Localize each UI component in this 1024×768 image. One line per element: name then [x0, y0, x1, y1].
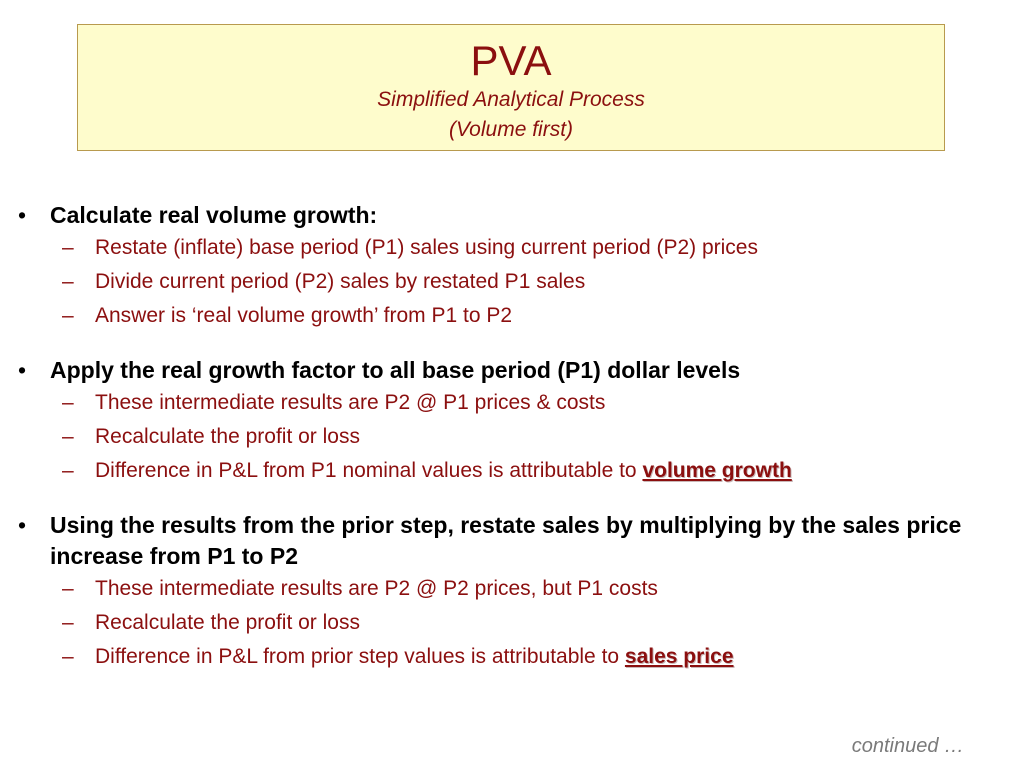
- sub-item-text-lead: Difference in P&L from prior step values…: [95, 645, 625, 668]
- sub-item-text: These intermediate results are P2 @ P2 p…: [95, 577, 658, 600]
- sub-item: – Difference in P&L from prior step valu…: [62, 640, 1024, 674]
- bullet-dot-icon: •: [18, 357, 27, 383]
- bullet-dot-icon: •: [18, 202, 27, 228]
- sub-item-text: Recalculate the profit or loss: [95, 425, 360, 448]
- sub-item: – Recalculate the profit or loss: [62, 420, 1024, 454]
- dash-icon: –: [62, 459, 74, 482]
- sub-item-text: Divide current period (P2) sales by rest…: [95, 270, 586, 293]
- sub-item-text-lead: Difference in P&L from P1 nominal values…: [95, 459, 643, 482]
- continued-note: continued …: [851, 735, 964, 757]
- dash-icon: –: [62, 391, 74, 414]
- sub-item-text: Recalculate the profit or loss: [95, 611, 360, 634]
- title-box: PVA Simplified Analytical Process (Volum…: [77, 24, 945, 151]
- bullet-text: Apply the real growth factor to all base…: [50, 357, 741, 383]
- dash-icon: –: [62, 270, 74, 293]
- sub-item: – Recalculate the profit or loss: [62, 606, 1024, 640]
- slide-subtitle-line1: Simplified Analytical Process: [377, 88, 645, 111]
- sub-item: – Difference in P&L from P1 nominal valu…: [62, 454, 1024, 488]
- sub-item: – Restate (inflate) base period (P1) sal…: [62, 231, 1024, 265]
- sub-item-text: Difference in P&L from prior step values…: [95, 645, 734, 668]
- dash-icon: –: [62, 425, 74, 448]
- bullet-text: Calculate real volume growth:: [50, 202, 378, 228]
- dash-icon: –: [62, 304, 74, 327]
- bullet-1: • Calculate real volume growth: – Restat…: [18, 200, 1024, 333]
- sub-item-text: These intermediate results are P2 @ P1 p…: [95, 391, 606, 414]
- sub-item: – These intermediate results are P2 @ P1…: [62, 386, 1024, 420]
- bullet-3: • Using the results from the prior step,…: [18, 510, 1024, 674]
- sub-item: – Divide current period (P2) sales by re…: [62, 265, 1024, 299]
- highlight-volume-growth: volume growth: [642, 459, 792, 482]
- sub-item-text: Answer is ‘real volume growth’ from P1 t…: [95, 304, 513, 327]
- bullet-dot-icon: •: [18, 512, 27, 538]
- slide-title: PVA: [470, 37, 552, 84]
- bullet-text: Using the results from the prior step, r…: [50, 512, 962, 569]
- dash-icon: –: [62, 236, 74, 259]
- sub-item: – Answer is ‘real volume growth’ from P1…: [62, 299, 1024, 333]
- slide-content: • Calculate real volume growth: – Restat…: [0, 200, 1024, 674]
- sub-item-text: Restate (inflate) base period (P1) sales…: [95, 236, 758, 259]
- sub-item: – These intermediate results are P2 @ P2…: [62, 572, 1024, 606]
- slide-subtitle-line2: (Volume first): [448, 118, 574, 141]
- sub-item-text: Difference in P&L from P1 nominal values…: [95, 459, 792, 482]
- bullet-2: • Apply the real growth factor to all ba…: [18, 355, 1024, 488]
- dash-icon: –: [62, 645, 74, 668]
- highlight-sales-price: sales price: [624, 645, 734, 668]
- dash-icon: –: [62, 577, 74, 600]
- dash-icon: –: [62, 611, 74, 634]
